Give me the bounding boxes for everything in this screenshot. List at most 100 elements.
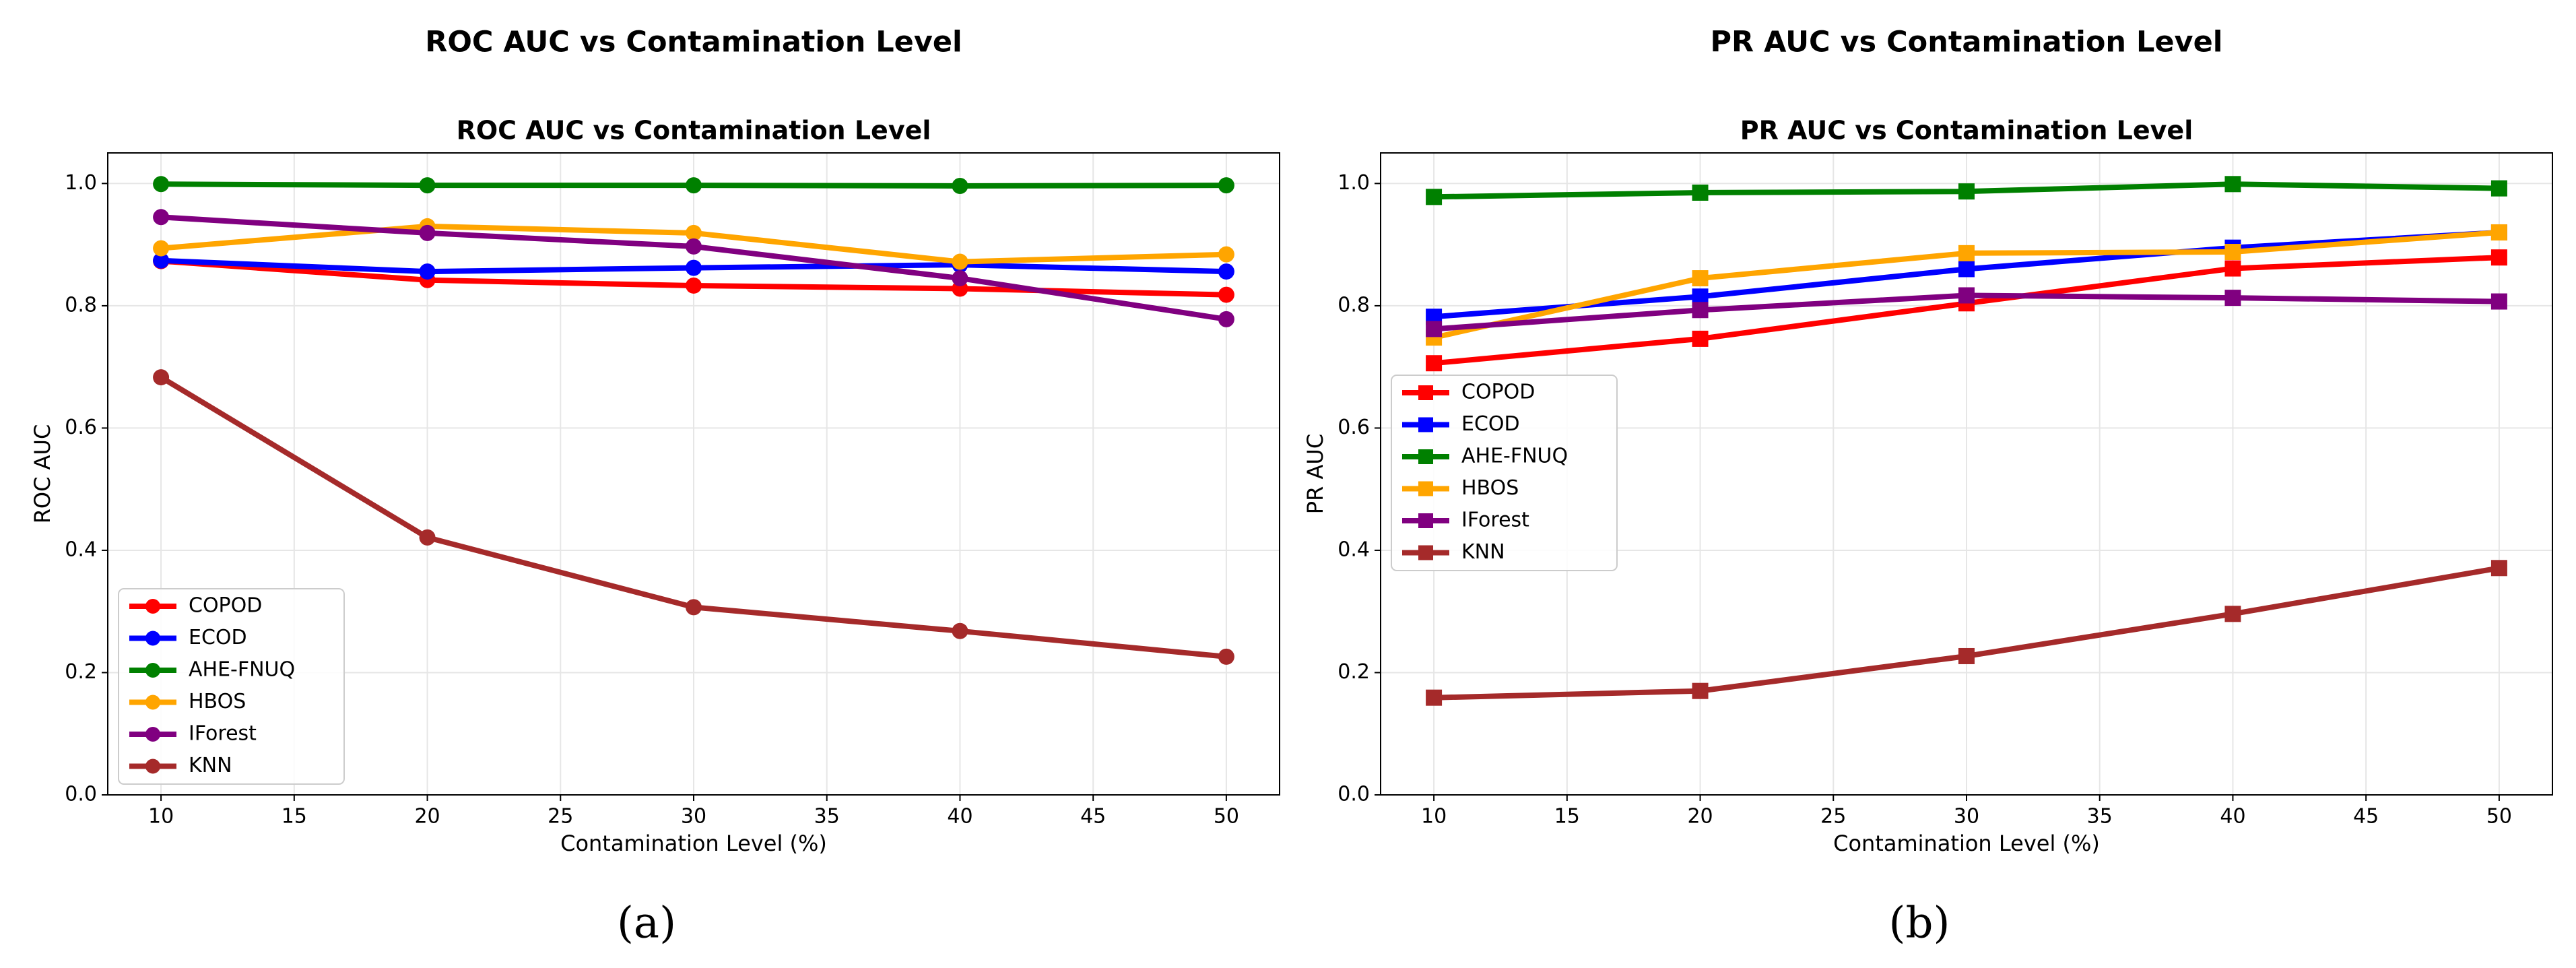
- legend-entry: AHE-FNUQ: [129, 658, 295, 682]
- legend-swatch-marker: [1418, 513, 1433, 528]
- x-tick-label: 50: [2486, 805, 2512, 829]
- data-point: [686, 224, 702, 241]
- panel-caption: (a): [617, 899, 676, 948]
- y-axis: 0.0 0.2 0.4 0.6 0.8 1.0: [1337, 171, 1381, 806]
- chart-title: PR AUC vs Contamination Level: [1740, 116, 2193, 146]
- data-point: [1692, 270, 1709, 287]
- data-point: [952, 270, 968, 287]
- x-axis-label: Contamination Level (%): [560, 831, 827, 856]
- data-point: [153, 209, 170, 226]
- data-point: [2224, 176, 2241, 193]
- data-point: [2490, 224, 2507, 240]
- data-point: [419, 177, 436, 194]
- legend-entry: COPOD: [1402, 381, 1535, 404]
- x-tick-label: 15: [282, 805, 307, 829]
- data-point: [153, 176, 170, 193]
- series-hbos: [153, 218, 1234, 270]
- data-point: [952, 178, 968, 195]
- data-point: [686, 177, 702, 194]
- x-axis: 10 15 20 25 30 35 40 45 50: [148, 795, 1239, 829]
- legend-entry: KNN: [1402, 540, 1505, 564]
- data-point: [686, 238, 702, 255]
- data-point: [1692, 330, 1709, 347]
- legend-swatch-marker: [145, 695, 160, 710]
- x-tick-label: 10: [1421, 805, 1447, 829]
- data-point: [2224, 606, 2241, 622]
- x-tick-label: 10: [148, 805, 174, 829]
- x-tick-label: 20: [1687, 805, 1713, 829]
- x-tick-label: 20: [414, 805, 440, 829]
- x-tick-label: 35: [814, 805, 840, 829]
- x-tick-label: 45: [2353, 805, 2379, 829]
- legend-label: HBOS: [1461, 476, 1519, 500]
- data-point: [686, 277, 702, 294]
- legend-swatch-marker: [1418, 449, 1433, 464]
- x-tick-label: 40: [2220, 805, 2245, 829]
- data-point: [419, 529, 436, 546]
- data-point: [153, 240, 170, 257]
- legend-swatch-marker: [145, 631, 160, 646]
- data-point: [153, 369, 170, 386]
- y-tick-label: 1.0: [65, 171, 97, 195]
- data-point: [1218, 177, 1234, 194]
- data-point: [1218, 263, 1234, 280]
- y-tick-label: 0.2: [1337, 660, 1370, 684]
- y-axis-label: ROC AUC: [30, 424, 55, 524]
- legend-entry: COPOD: [129, 594, 262, 618]
- data-point: [686, 259, 702, 276]
- figure-suptitle: ROC AUC vs Contamination Level: [425, 26, 962, 59]
- chart-panel-1: ROC AUC vs Contamination Level ROC AUC vs…: [30, 26, 1280, 948]
- x-tick-label: 15: [1554, 805, 1580, 829]
- data-point: [1958, 261, 1975, 278]
- legend-label: IForest: [1461, 509, 1529, 532]
- data-point: [952, 253, 968, 270]
- legend-entry: ECOD: [129, 626, 247, 649]
- data-point: [2224, 244, 2241, 261]
- chart-panel-2: PR AUC vs Contamination Level PR AUC vs C…: [1302, 26, 2553, 948]
- legend-swatch-marker: [1418, 385, 1433, 400]
- legend-swatch-marker: [1418, 417, 1433, 432]
- data-point: [1426, 321, 1443, 337]
- x-tick-label: 25: [548, 805, 573, 829]
- data-point: [1692, 184, 1709, 201]
- y-tick-label: 0.2: [65, 660, 97, 684]
- legend-label: AHE-FNUQ: [1461, 445, 1568, 468]
- legend-label: ECOD: [189, 626, 247, 649]
- data-point: [1958, 245, 1975, 261]
- y-tick-label: 0.8: [1337, 293, 1370, 317]
- data-point: [1218, 648, 1234, 665]
- x-tick-label: 30: [681, 805, 706, 829]
- series-ahe-fnuq: [153, 176, 1234, 195]
- legend-label: KNN: [189, 754, 232, 777]
- data-point: [1692, 682, 1709, 699]
- legend-label: HBOS: [189, 690, 246, 713]
- series-iforest: [153, 209, 1234, 327]
- y-tick-label: 0.8: [65, 293, 97, 317]
- x-axis: 10 15 20 25 30 35 40 45 50: [1421, 795, 2512, 829]
- figure-suptitle: PR AUC vs Contamination Level: [1711, 26, 2223, 59]
- y-tick-label: 0.4: [65, 538, 97, 561]
- y-tick-label: 0.6: [1337, 416, 1370, 439]
- legend-swatch-marker: [145, 599, 160, 614]
- legend-swatch-marker: [145, 727, 160, 742]
- legend-swatch-marker: [1418, 545, 1433, 560]
- chart-title: ROC AUC vs Contamination Level: [457, 116, 931, 146]
- data-point: [1958, 183, 1975, 200]
- legend-entry: HBOS: [1402, 476, 1519, 500]
- y-tick-label: 0.6: [65, 416, 97, 439]
- data-point: [2490, 180, 2507, 197]
- legend-entry: KNN: [129, 754, 232, 777]
- data-point: [2224, 260, 2241, 277]
- x-tick-label: 40: [947, 805, 972, 829]
- legend: COPOD ECOD AHE-FNUQ HBOS IForest KNN: [1391, 375, 1618, 571]
- data-point: [2490, 293, 2507, 310]
- series-iforest: [1426, 287, 2507, 337]
- y-tick-label: 0.0: [65, 783, 97, 806]
- x-tick-label: 25: [1820, 805, 1846, 829]
- series-ahe-fnuq: [1426, 176, 2507, 205]
- data-point: [1218, 286, 1234, 303]
- data-point: [952, 622, 968, 639]
- legend-entry: IForest: [1402, 509, 1529, 532]
